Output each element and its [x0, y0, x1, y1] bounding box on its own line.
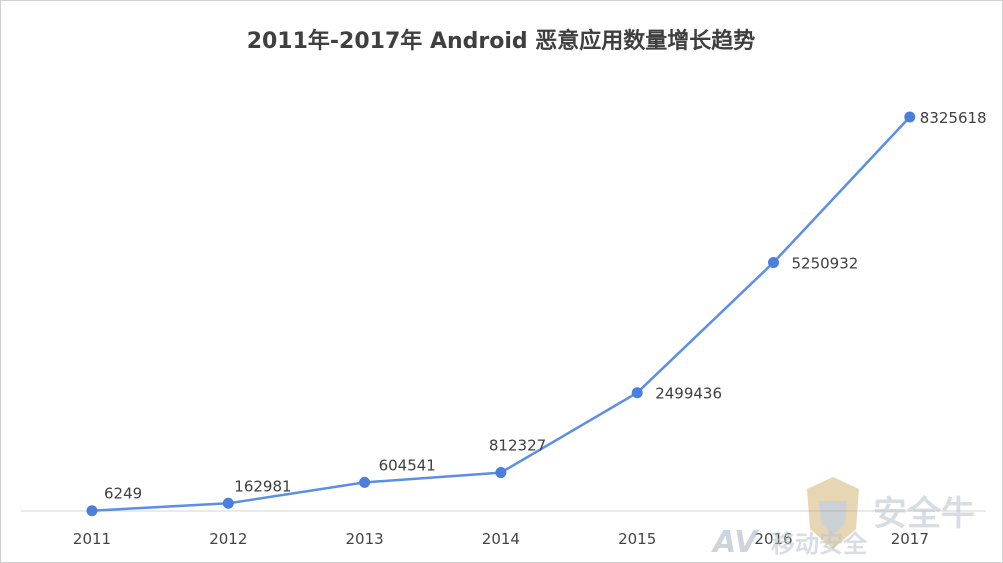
data-label: 5250932 — [792, 255, 859, 273]
data-label: 2499436 — [655, 385, 722, 403]
chart-title: 2011年-2017年 Android 恶意应用数量增长趋势 — [247, 28, 756, 54]
data-label: 812327 — [489, 437, 546, 455]
shield-icon — [807, 477, 859, 549]
data-labels: 6249 162981 604541 812327 2499436 5250932 8325… — [104, 109, 987, 503]
x-tick-labels: 2011 2012 2013 2014 2015 2016 2017 — [73, 530, 929, 548]
x-tick-label: 2016 — [754, 530, 792, 548]
watermark-brand: 安全牛 — [873, 494, 975, 534]
data-point — [631, 387, 643, 399]
data-point — [768, 257, 779, 269]
watermark-av: AV — [711, 525, 760, 560]
data-markers — [86, 111, 916, 517]
data-label: 162981 — [234, 477, 291, 495]
data-point — [359, 476, 371, 488]
data-label: 604541 — [379, 456, 436, 474]
watermark-av-rest: 移动安全 — [771, 530, 868, 558]
data-label: 6249 — [104, 485, 142, 503]
data-point — [495, 467, 507, 479]
data-label: 8325618 — [920, 109, 987, 127]
x-tick-label: 2011 — [73, 530, 111, 548]
x-tick-label: 2014 — [482, 530, 520, 548]
x-tick-label: 2017 — [891, 530, 929, 548]
x-tick-label: 2013 — [346, 530, 384, 548]
data-point — [222, 497, 234, 509]
data-point — [904, 111, 916, 123]
watermark-logo: 安全牛 AV 移动安全 — [711, 477, 975, 560]
x-tick-label: 2012 — [209, 530, 247, 548]
data-point — [86, 505, 98, 517]
x-tick-label: 2015 — [618, 530, 656, 548]
